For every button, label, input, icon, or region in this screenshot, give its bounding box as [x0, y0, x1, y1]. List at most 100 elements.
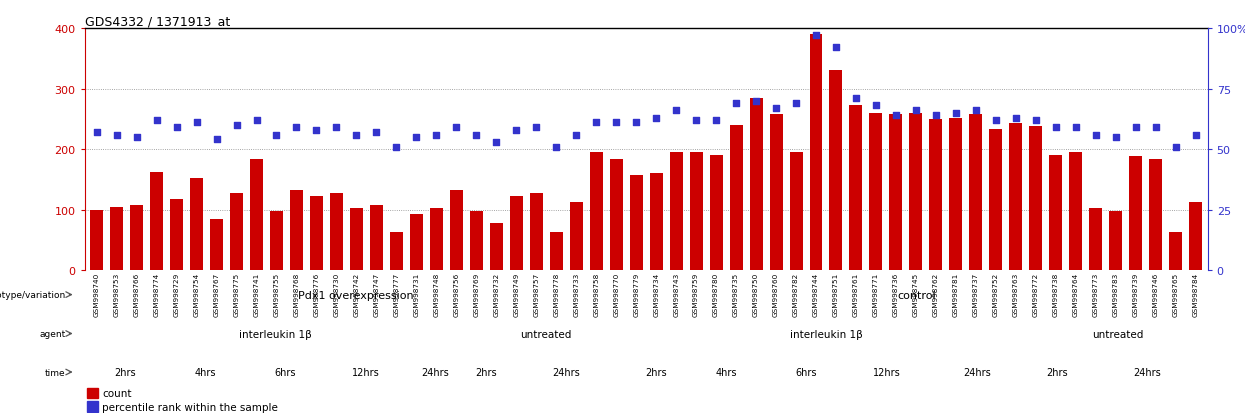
Text: 12hrs: 12hrs	[351, 367, 380, 377]
Point	[527, 125, 547, 131]
Point	[986, 117, 1006, 124]
Point	[825, 45, 845, 52]
Bar	[869, 114, 883, 271]
Text: interleukin 1β: interleukin 1β	[791, 329, 863, 339]
Point	[847, 96, 867, 102]
Bar	[970, 115, 982, 271]
Bar	[410, 215, 423, 271]
Point	[786, 100, 806, 107]
Point	[1026, 117, 1046, 124]
Bar	[1109, 211, 1122, 271]
Bar	[570, 203, 583, 271]
Point	[547, 144, 566, 151]
Point	[646, 115, 666, 121]
Point	[266, 132, 286, 138]
Bar	[390, 233, 403, 271]
Point	[386, 144, 406, 151]
Bar	[131, 205, 143, 271]
Point	[447, 125, 467, 131]
Bar	[690, 153, 702, 271]
Bar	[749, 98, 762, 271]
Point	[1106, 134, 1125, 141]
Bar	[489, 223, 503, 271]
Point	[366, 130, 386, 136]
Point	[586, 120, 606, 126]
Point	[306, 127, 326, 134]
Point	[867, 103, 886, 109]
Bar	[90, 210, 103, 271]
Bar	[509, 197, 523, 271]
Text: 2hrs: 2hrs	[645, 367, 667, 377]
Bar	[250, 160, 263, 271]
Text: 24hrs: 24hrs	[1134, 367, 1162, 377]
Bar	[1010, 124, 1022, 271]
Bar	[809, 35, 823, 271]
Point	[286, 125, 306, 131]
Point	[766, 105, 786, 112]
Bar	[730, 126, 742, 271]
Point	[1125, 125, 1145, 131]
Text: 24hrs: 24hrs	[964, 367, 991, 377]
Point	[1066, 125, 1086, 131]
Point	[746, 98, 766, 104]
Bar	[330, 193, 342, 271]
Text: count: count	[102, 388, 132, 399]
Point	[926, 113, 946, 119]
Text: 4hrs: 4hrs	[194, 367, 215, 377]
Bar	[469, 211, 483, 271]
Bar	[171, 199, 183, 271]
Bar	[1030, 127, 1042, 271]
Bar	[151, 173, 163, 271]
Point	[107, 132, 127, 138]
Point	[87, 130, 107, 136]
Point	[147, 117, 167, 124]
Bar	[769, 115, 783, 271]
Text: 2hrs: 2hrs	[474, 367, 497, 377]
Bar	[650, 174, 662, 271]
Point	[946, 110, 966, 117]
Point	[686, 117, 706, 124]
Bar	[950, 118, 962, 271]
Text: untreated: untreated	[1092, 329, 1143, 339]
Point	[966, 108, 986, 114]
Point	[1145, 125, 1165, 131]
Point	[487, 139, 507, 146]
Text: GDS4332 / 1371913_at: GDS4332 / 1371913_at	[85, 15, 230, 28]
Text: 24hrs: 24hrs	[552, 367, 580, 377]
Bar	[1149, 160, 1162, 271]
Text: 2hrs: 2hrs	[1047, 367, 1068, 377]
Point	[706, 117, 726, 124]
Bar	[310, 197, 322, 271]
Bar	[930, 119, 942, 271]
Bar	[110, 207, 123, 271]
Point	[626, 120, 646, 126]
Point	[906, 108, 926, 114]
Point	[1185, 132, 1205, 138]
Point	[326, 125, 346, 131]
Text: 4hrs: 4hrs	[716, 367, 737, 377]
Text: time: time	[45, 368, 66, 377]
Text: agent: agent	[40, 329, 66, 338]
Bar	[530, 193, 543, 271]
Point	[806, 33, 825, 40]
Bar	[590, 153, 603, 271]
Bar	[670, 153, 682, 271]
Bar	[430, 208, 443, 271]
Text: Pdx1 overexpression: Pdx1 overexpression	[298, 290, 413, 300]
Bar	[290, 191, 303, 271]
Point	[207, 137, 227, 143]
Point	[1165, 144, 1185, 151]
Bar	[270, 211, 283, 271]
Point	[426, 132, 446, 138]
Bar	[909, 114, 923, 271]
Point	[1006, 115, 1026, 121]
Text: percentile rank within the sample: percentile rank within the sample	[102, 402, 278, 412]
Point	[247, 117, 266, 124]
Bar	[789, 153, 803, 271]
Bar	[350, 208, 362, 271]
Text: interleukin 1β: interleukin 1β	[239, 329, 311, 339]
Bar	[889, 115, 903, 271]
Text: 2hrs: 2hrs	[115, 367, 136, 377]
Bar	[849, 106, 863, 271]
Point	[666, 108, 686, 114]
